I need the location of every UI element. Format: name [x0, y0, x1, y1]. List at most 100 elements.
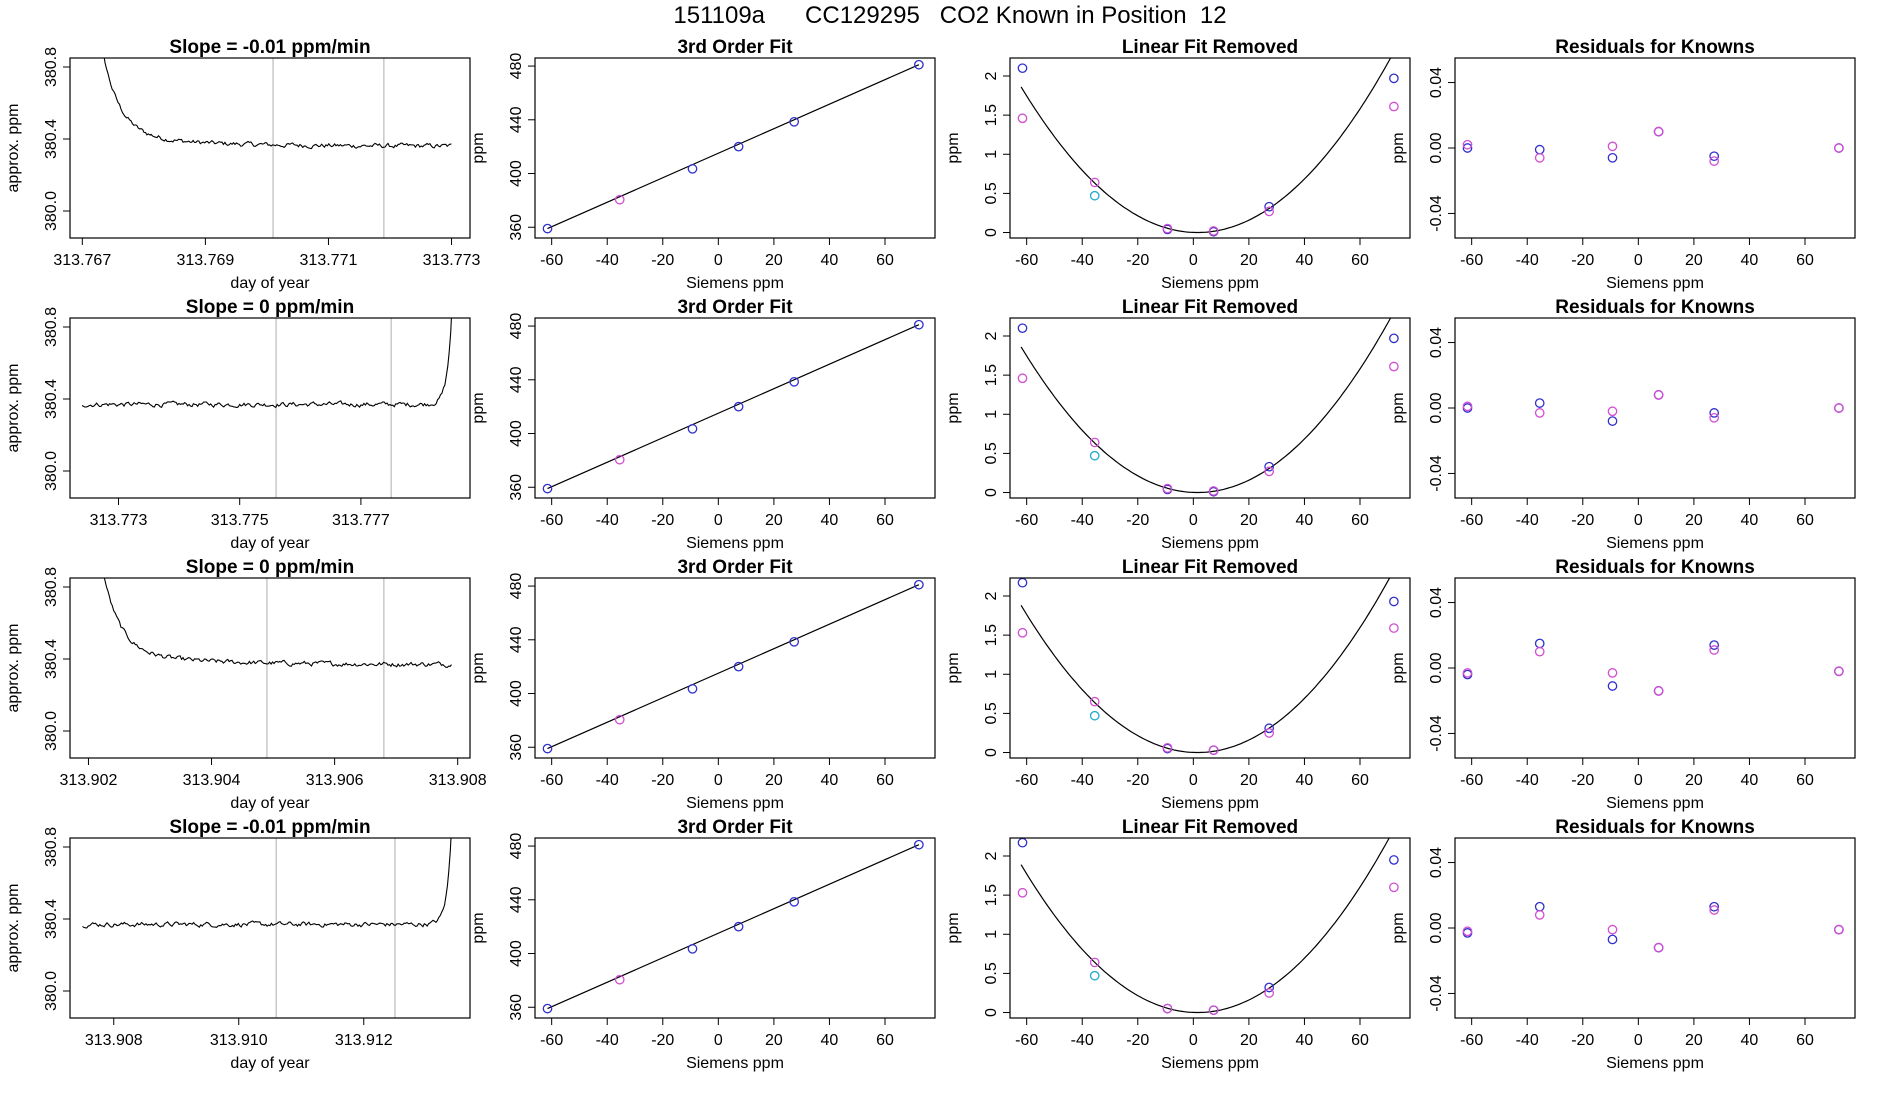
x-tick-label: 40	[821, 512, 839, 529]
panel-1-0: Slope = 0 ppm/min day of year approx. ppm 3…	[5, 297, 471, 552]
data-point	[1709, 408, 1720, 418]
y-tick-label: 0.04	[1428, 67, 1445, 98]
x-axis-label: Siemens ppm	[1606, 795, 1704, 812]
y-tick-label: 400	[508, 160, 525, 187]
data-point	[1017, 323, 1028, 334]
data-point	[1389, 623, 1399, 633]
panel-2-0: Slope = 0 ppm/min day of year approx. ppm 3…	[5, 557, 487, 812]
x-tick-label: 60	[1796, 1032, 1814, 1049]
data-point	[1607, 668, 1618, 678]
plot-frame	[69, 317, 471, 499]
y-tick-label: 380.8	[43, 307, 60, 347]
plot-frame	[69, 837, 471, 1019]
plot-frame	[1454, 577, 1856, 759]
data-point	[1534, 408, 1545, 418]
y-axis-label: approx. ppm	[5, 364, 22, 453]
y-tick-label: 0.00	[1428, 652, 1445, 683]
data-point	[1607, 681, 1618, 691]
x-tick-label: -40	[596, 1032, 619, 1049]
y-tick-label: 1.5	[983, 624, 1000, 646]
data-point	[1017, 578, 1028, 588]
data-point	[1462, 401, 1473, 412]
panel-title: 3rd Order Fit	[677, 557, 793, 578]
x-axis-label: Siemens ppm	[1161, 275, 1259, 292]
fit-line	[547, 324, 920, 490]
x-tick-label: -60	[1015, 252, 1038, 269]
x-tick-label: 20	[1240, 252, 1258, 269]
x-axis-label: day of year	[230, 535, 310, 552]
data-point	[1709, 156, 1720, 166]
fit-curve	[1020, 578, 1391, 754]
ppm-trace	[81, 318, 452, 409]
plot-frame	[1454, 837, 1856, 1019]
plot-frame	[534, 837, 936, 1019]
ppm-trace	[82, 838, 452, 929]
data-point	[1607, 406, 1618, 417]
data-point	[1607, 924, 1618, 935]
x-tick-label: -40	[1071, 1032, 1094, 1049]
x-tick-label: 40	[1296, 1032, 1314, 1049]
y-tick-label: 0	[983, 228, 1000, 237]
x-tick-label: 20	[1240, 772, 1258, 789]
plot-frame	[1454, 57, 1856, 239]
data-point	[1089, 450, 1100, 461]
data-point	[1017, 113, 1028, 124]
panel-0-1: 3rd Order Fit Siemens ppm ppm -60 -40 -20 0 20 4…	[470, 37, 936, 292]
x-tick-label: -60	[540, 512, 563, 529]
data-point	[687, 163, 698, 174]
x-tick-label: 313.908	[85, 1032, 143, 1049]
plot-area	[542, 59, 924, 234]
y-tick-label: 0.00	[1428, 132, 1445, 163]
y-tick-label: 380.4	[43, 379, 60, 419]
data-point	[789, 636, 800, 647]
x-axis-label: Siemens ppm	[686, 1055, 784, 1072]
x-tick-label: -40	[1071, 772, 1094, 789]
x-axis-label: Siemens ppm	[1606, 1055, 1704, 1072]
panel-title: Residuals for Knowns	[1555, 37, 1755, 58]
data-point	[1462, 143, 1473, 153]
x-tick-label: 20	[1685, 512, 1703, 529]
x-tick-label: 20	[1240, 512, 1258, 529]
data-point	[1834, 924, 1844, 935]
y-axis-label: ppm	[945, 392, 962, 423]
y-tick-label: 380.8	[43, 827, 60, 867]
data-point	[1162, 483, 1173, 494]
y-axis-label: ppm	[945, 912, 962, 943]
y-tick-label: 1	[983, 150, 1000, 159]
panel-3-1: 3rd Order Fit Siemens ppm ppm -60 -40 -20 0 20 4…	[470, 817, 936, 1072]
y-tick-label: 0.5	[983, 962, 1000, 984]
data-point	[1389, 596, 1399, 607]
data-point	[1709, 151, 1720, 162]
fit-line	[547, 64, 920, 230]
x-tick-label: 20	[765, 772, 783, 789]
y-tick-label: -0.04	[1428, 455, 1445, 492]
x-tick-label: 20	[1685, 1032, 1703, 1049]
data-point	[1653, 942, 1664, 953]
panel-3-2: Linear Fit Removed Siemens ppm ppm -60 -40 -2…	[945, 817, 1411, 1072]
panel-title: 3rd Order Fit	[677, 817, 793, 838]
data-point	[1017, 887, 1028, 898]
x-tick-label: -20	[1126, 252, 1149, 269]
data-point	[1162, 742, 1173, 753]
panel-title: Linear Fit Removed	[1122, 557, 1298, 578]
data-point	[789, 896, 800, 907]
x-tick-label: -20	[1571, 512, 1594, 529]
data-point	[789, 376, 800, 387]
data-point	[733, 661, 744, 672]
data-point	[1089, 177, 1100, 188]
fit-curve	[1020, 58, 1392, 234]
plot-area	[1462, 901, 1844, 953]
data-point	[614, 714, 625, 725]
data-point	[914, 59, 924, 70]
x-tick-label: 20	[765, 512, 783, 529]
data-point	[1389, 101, 1399, 112]
x-tick-label: 40	[1741, 252, 1759, 269]
plot-area	[542, 579, 924, 754]
x-tick-label: 0	[1189, 772, 1198, 789]
data-point	[542, 483, 553, 494]
panel-title: Slope = -0.01 ppm/min	[169, 37, 370, 58]
data-point	[1089, 957, 1100, 968]
x-tick-label: -20	[651, 772, 674, 789]
data-point	[1208, 745, 1219, 756]
